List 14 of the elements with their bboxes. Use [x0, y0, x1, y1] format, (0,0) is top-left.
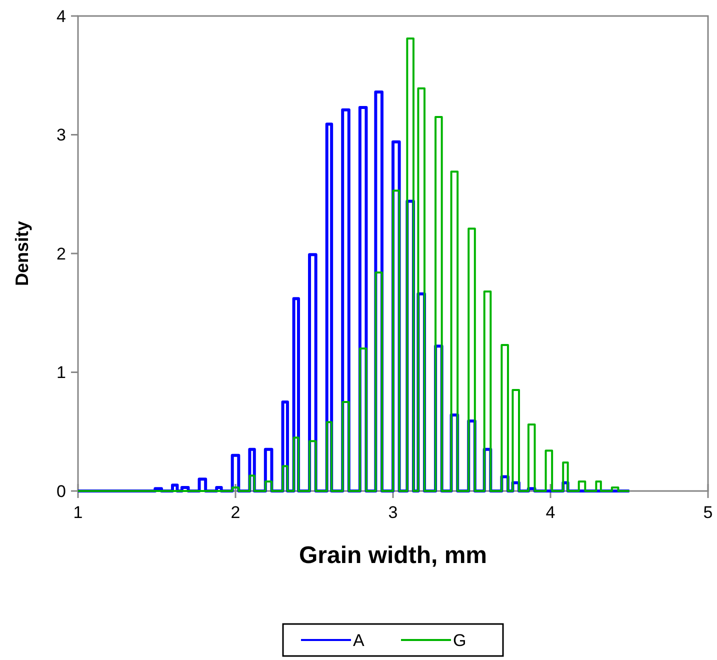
- x-axis-title: Grain width, mm: [298, 542, 488, 569]
- y-tick-label: 0: [56, 482, 66, 501]
- legend-label: G: [453, 630, 466, 650]
- x-tick-label: 4: [546, 503, 556, 522]
- y-tick-label: 1: [56, 363, 66, 382]
- x-tick-label: 5: [703, 503, 713, 522]
- y-axis-title: Density: [12, 220, 32, 286]
- y-tick-label: 2: [56, 244, 66, 264]
- x-tick-label: 1: [73, 503, 83, 522]
- x-tick-label: 3: [388, 503, 398, 522]
- x-tick-label: 2: [230, 503, 240, 522]
- legend-label: A: [353, 630, 365, 650]
- y-tick-label: 3: [56, 126, 66, 145]
- y-tick-label: 4: [56, 6, 66, 26]
